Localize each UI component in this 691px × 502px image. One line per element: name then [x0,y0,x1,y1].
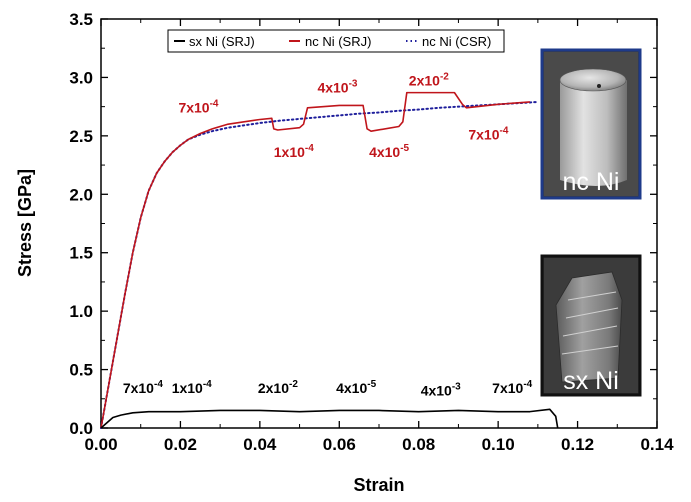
y-tick-labels: 0.0 0.5 1.0 1.5 2.0 2.5 3.0 3.5 [69,10,93,438]
inset-nc-ni: nc Ni [540,48,642,200]
y-tick-label: 0.0 [69,419,93,438]
y-axis-title: Stress [GPa] [15,169,35,277]
nc-ni-strain-rate-label: 4x10-5 [369,143,409,160]
legend-label-nc-ni-csr: nc Ni (CSR) [422,34,491,49]
sx-ni-strain-rate-label: 4x10-5 [336,379,376,396]
y-tick-label: 1.5 [69,244,93,263]
sx-ni-strain-rate-label: 7x10-4 [123,379,163,396]
x-tick-label: 0.06 [323,435,356,454]
y-tick-label: 2.5 [69,127,93,146]
y-tick-label: 1.0 [69,302,93,321]
x-tick-label: 0.02 [164,435,197,454]
x-tick-label: 0.00 [84,435,117,454]
legend-label-nc-ni-srj: nc Ni (SRJ) [305,34,371,49]
series-line-sx-ni-srj [100,408,559,429]
legend-label-sx-ni-srj: sx Ni (SRJ) [189,34,255,49]
legend-box [167,29,505,53]
nc-ni-strain-rate-label: 2x10-2 [409,72,449,89]
inset-nc-ni-hole [597,84,601,88]
inset-sx-ni-label: sx Ni [563,367,619,395]
annotation-layer: 7x10-4 1x10-4 4x10-3 4x10-5 2x10-2 7x10-4 7x10… [123,72,533,399]
inset-sx-ni-slip-bands [561,291,619,355]
x-axis-title: Strain [353,475,404,495]
nc-ni-strain-rate-label: 7x10-4 [178,98,218,115]
inset-nc-ni-pillar-top [559,68,627,92]
x-tick-label: 0.14 [640,435,674,454]
nc-ni-strain-rate-label: 4x10-3 [317,79,357,96]
nc-ni-strain-rate-label: 7x10-4 [468,125,508,142]
series-line-nc-ni-csr [100,100,539,429]
x-tick-label: 0.10 [482,435,515,454]
series-line-nc-ni-srj [100,91,530,429]
y-tick-label: 3.5 [69,10,93,29]
inset-nc-ni-label: nc Ni [563,168,620,196]
sx-ni-strain-rate-label: 2x10-2 [258,379,298,396]
legend: sx Ni (SRJ) nc Ni (SRJ) nc Ni (CSR) [167,29,505,53]
sx-ni-strain-rate-label: 1x10-4 [172,379,212,396]
y-tick-label: 3.0 [69,68,93,87]
inset-sx-ni: sx Ni [540,254,642,397]
x-tick-label: 0.12 [561,435,594,454]
sx-ni-strain-rate-label: 7x10-4 [492,379,532,396]
axis-ticks [100,18,658,429]
x-tick-label: 0.04 [243,435,277,454]
nc-ni-strain-rate-label: 1x10-4 [274,143,314,160]
x-tick-label: 0.08 [402,435,435,454]
y-tick-label: 0.5 [69,361,93,380]
y-tick-label: 2.0 [69,185,93,204]
inset-nc-ni-pillar [560,80,627,186]
series-layer [100,91,559,429]
x-tick-labels: 0.00 0.02 0.04 0.06 0.08 0.10 0.12 0.14 [84,435,674,454]
sx-ni-strain-rate-label: 4x10-3 [421,381,461,398]
